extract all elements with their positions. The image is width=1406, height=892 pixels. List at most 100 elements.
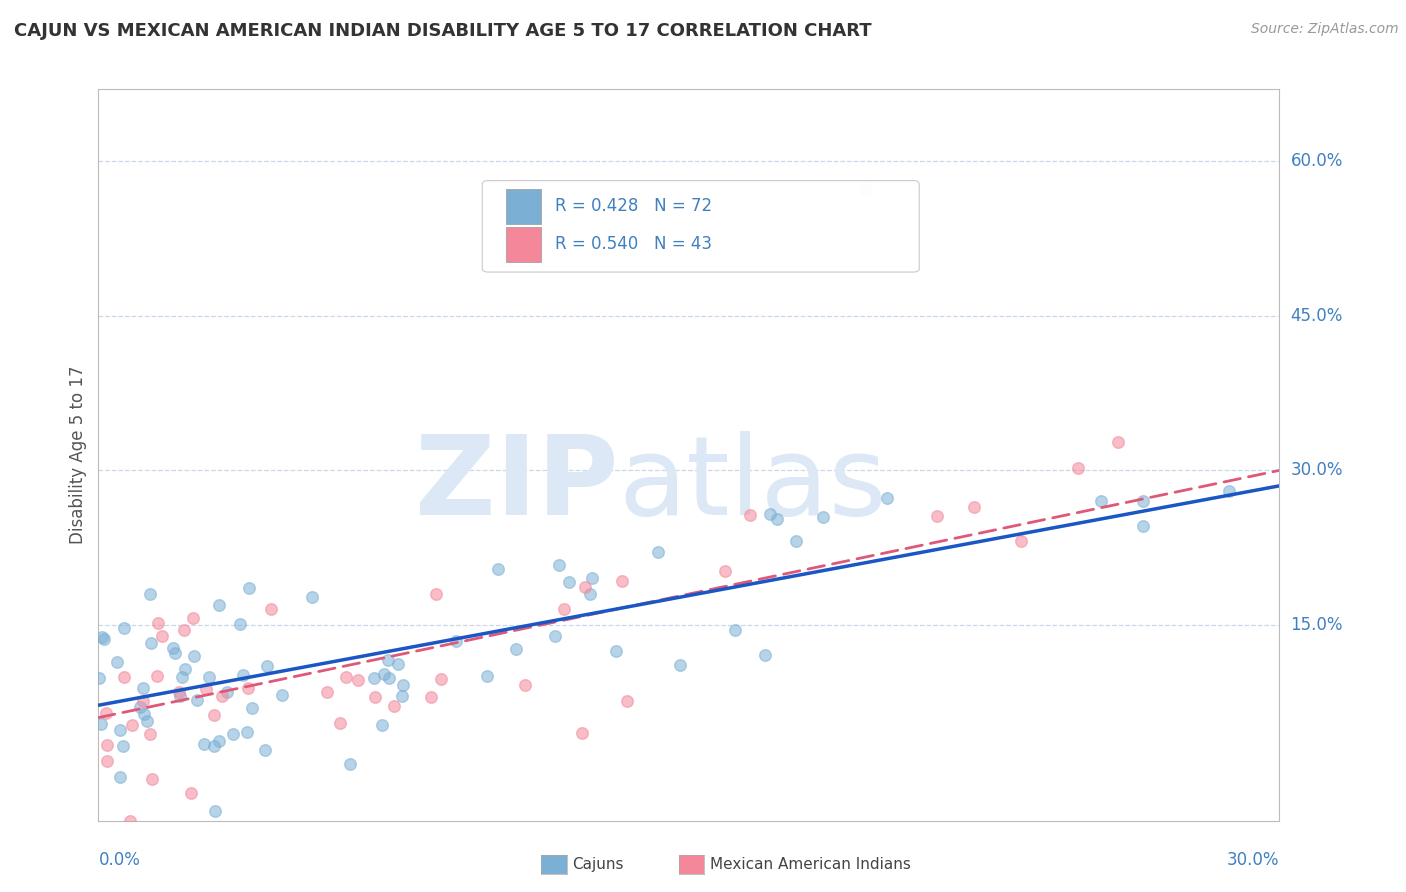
Point — [766, 512, 789, 526]
Point — [229, 617, 252, 632]
Point — [475, 669, 498, 683]
Point — [193, 737, 215, 751]
Point — [377, 653, 399, 667]
Point — [371, 717, 394, 731]
Point — [738, 508, 761, 522]
Point — [420, 690, 443, 704]
Point — [172, 670, 194, 684]
Point — [202, 708, 225, 723]
Point — [391, 689, 413, 703]
Point — [574, 580, 596, 594]
Point — [553, 602, 575, 616]
Point — [108, 723, 131, 737]
Text: Mexican American Indians: Mexican American Indians — [710, 857, 911, 871]
Text: ZIP: ZIP — [415, 431, 619, 538]
Text: 15.0%: 15.0% — [1291, 615, 1343, 634]
Text: Source: ZipAtlas.com: Source: ZipAtlas.com — [1251, 22, 1399, 37]
Point — [669, 658, 692, 673]
Point — [208, 598, 231, 612]
Y-axis label: Disability Age 5 to 17: Disability Age 5 to 17 — [69, 366, 87, 544]
Text: R = 0.428   N = 72: R = 0.428 N = 72 — [555, 197, 713, 215]
Point — [387, 657, 409, 671]
Point — [112, 621, 135, 635]
Point — [136, 714, 159, 728]
Point — [430, 672, 453, 686]
Point — [855, 183, 877, 197]
Text: 45.0%: 45.0% — [1291, 307, 1343, 325]
Point — [132, 681, 155, 695]
Point — [271, 688, 294, 702]
Point — [132, 706, 155, 721]
Text: 30.0%: 30.0% — [1227, 851, 1279, 869]
Point — [446, 634, 468, 648]
Point — [90, 631, 112, 645]
Point — [754, 648, 776, 662]
Point — [1132, 494, 1154, 508]
Point — [505, 641, 527, 656]
Point — [236, 725, 259, 739]
Point — [112, 670, 135, 684]
Point — [1066, 460, 1088, 475]
Point — [253, 742, 276, 756]
Point — [548, 558, 571, 572]
Point — [339, 756, 361, 771]
Point — [544, 629, 567, 643]
Point — [260, 602, 283, 616]
Point — [785, 533, 807, 548]
Point — [1107, 435, 1129, 450]
Point — [581, 571, 603, 585]
Point — [876, 491, 898, 506]
Point — [378, 671, 401, 685]
Point — [363, 671, 385, 685]
Point — [616, 694, 638, 708]
Point — [610, 574, 633, 588]
Point — [363, 690, 385, 704]
Point — [198, 670, 221, 684]
Point — [373, 667, 395, 681]
Point — [927, 508, 949, 523]
FancyBboxPatch shape — [482, 180, 920, 272]
Point — [579, 587, 602, 601]
Point — [724, 623, 747, 637]
Point — [329, 716, 352, 731]
Text: 0.0%: 0.0% — [98, 851, 141, 869]
Point — [87, 671, 110, 685]
Point — [335, 670, 357, 684]
Point — [202, 739, 225, 753]
Point — [139, 727, 162, 741]
Text: 60.0%: 60.0% — [1291, 153, 1343, 170]
Point — [150, 629, 173, 643]
Point — [183, 611, 205, 625]
Point — [146, 668, 169, 682]
Point — [301, 590, 323, 604]
Point — [963, 500, 986, 514]
Point — [132, 694, 155, 708]
Point — [571, 726, 593, 740]
Point — [382, 698, 405, 713]
Point — [120, 814, 142, 828]
Point — [121, 718, 143, 732]
Point — [759, 507, 782, 521]
Point — [486, 562, 509, 576]
Text: 30.0%: 30.0% — [1291, 461, 1343, 479]
Point — [146, 615, 169, 630]
Point — [96, 706, 118, 720]
Point — [105, 655, 128, 669]
Point — [128, 700, 150, 714]
Point — [163, 646, 186, 660]
Point — [139, 587, 162, 601]
Point — [183, 648, 205, 663]
Point — [208, 734, 231, 748]
Point — [169, 689, 191, 703]
Point — [90, 717, 112, 731]
Point — [425, 587, 447, 601]
Point — [139, 636, 162, 650]
Point — [174, 662, 197, 676]
Point — [347, 673, 370, 688]
Point — [186, 693, 208, 707]
Point — [173, 623, 195, 637]
Point — [1132, 519, 1154, 533]
Point — [1218, 483, 1240, 498]
Point — [211, 689, 233, 703]
Point — [232, 667, 254, 681]
